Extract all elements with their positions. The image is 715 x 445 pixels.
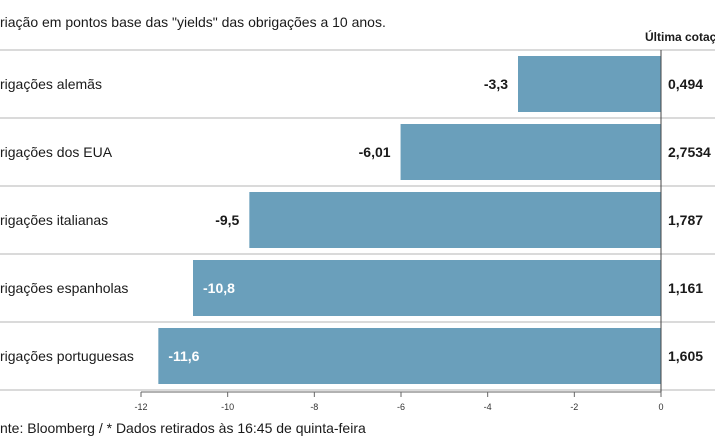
bar-value-label: -6,01 [359, 144, 391, 160]
chart-subtitle: riação em pontos base das "yields" das o… [0, 14, 386, 30]
category-label: rigações alemãs [0, 76, 102, 92]
category-label: rigações espanholas [0, 280, 128, 296]
x-tick-label: -8 [310, 402, 318, 412]
last-quote-header: Última cotação [645, 30, 715, 44]
bar [158, 328, 662, 384]
bar-value-label: -10,8 [203, 280, 235, 296]
x-tick-label: -10 [221, 402, 234, 412]
bar-chart: rigações alemãs -3,3 0,494 rigações dos EUA… [0, 49, 715, 412]
x-tick-label: -4 [484, 402, 492, 412]
category-label: rigações portuguesas [0, 348, 134, 364]
x-tick-label: -6 [397, 402, 405, 412]
last-quote-value: 1,605 [668, 348, 703, 364]
last-quote-value: 2,7534 [668, 144, 711, 160]
last-quote-value: 1,787 [668, 212, 703, 228]
bar [249, 192, 662, 248]
last-quote-value: 0,494 [668, 76, 703, 92]
x-tick-label: -2 [570, 402, 578, 412]
bar-value-label: -3,3 [484, 76, 508, 92]
x-tick-label: -12 [134, 402, 147, 412]
category-label: rigações italianas [0, 212, 108, 228]
x-tick-label: 0 [658, 402, 663, 412]
bar [400, 124, 661, 180]
source-note: nte: Bloomberg / * Dados retirados às 16… [0, 420, 366, 436]
last-quote-value: 1,161 [668, 280, 703, 296]
bar-value-label: -9,5 [215, 212, 239, 228]
bar [193, 260, 661, 316]
category-label: rigações dos EUA [0, 144, 113, 160]
bar-value-label: -11,6 [168, 348, 199, 364]
bar [518, 56, 661, 112]
